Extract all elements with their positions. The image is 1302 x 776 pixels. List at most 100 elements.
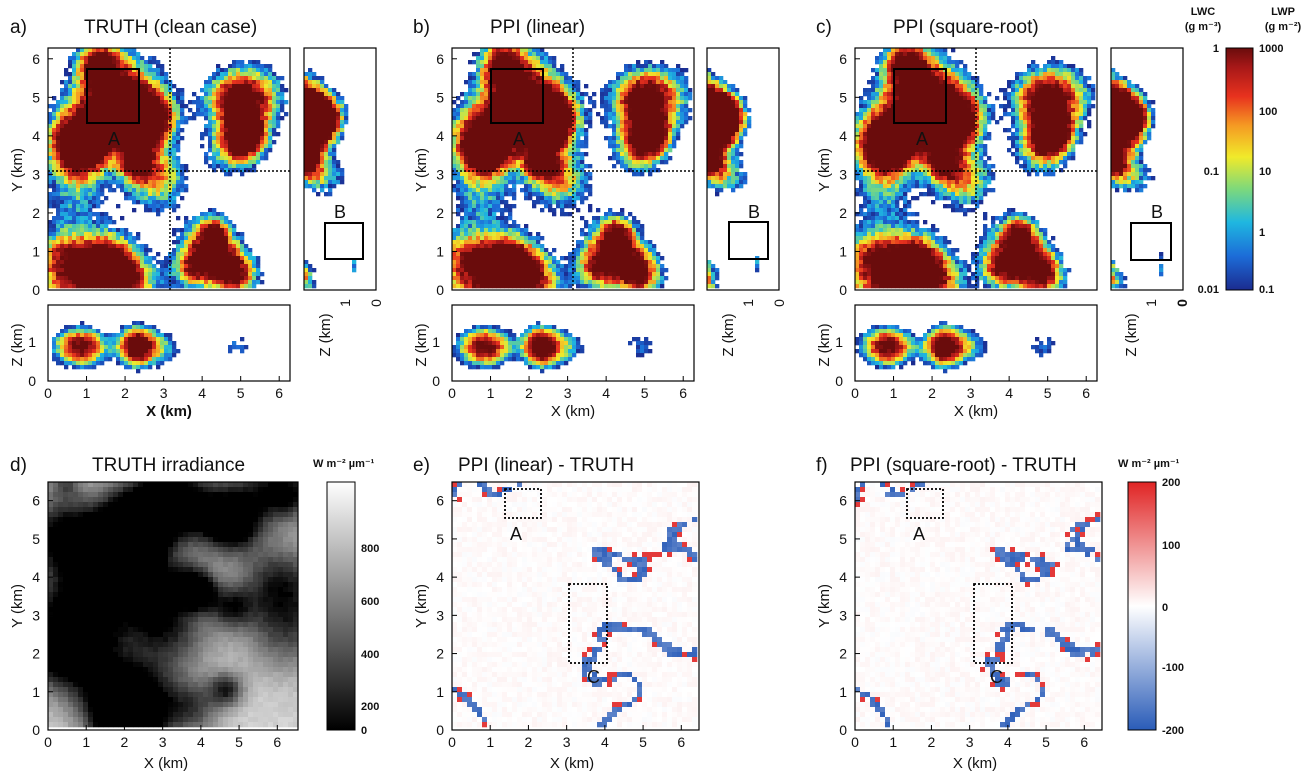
y-tick-d: 1	[32, 684, 40, 700]
x-tick-f: 5	[1042, 734, 1050, 750]
y-tick-e: 1	[436, 684, 444, 700]
x-tick-b-xz: 5	[641, 385, 649, 401]
y-tick-e: 3	[436, 607, 444, 623]
x-tick-a-xz: 0	[44, 385, 52, 401]
y-tick-a: 4	[32, 128, 40, 144]
yz-tick-0: 0	[368, 299, 384, 307]
y-tick-f: 1	[839, 684, 847, 700]
x-tick-e: 5	[639, 734, 647, 750]
panel-a-yz-map	[304, 68, 357, 289]
x-tick-c-xz: 0	[851, 385, 859, 401]
x-tick-d: 2	[121, 734, 129, 750]
y-tick-d: 0	[32, 722, 40, 738]
x-tick-a-xz: 6	[275, 385, 283, 401]
y-tick-f: 5	[839, 531, 847, 547]
box-b-label: B	[334, 202, 346, 222]
panel-e-map	[452, 482, 698, 728]
x-tick-e: 6	[677, 734, 685, 750]
x-tick-a-xz: 2	[121, 385, 129, 401]
y-tick-e: 2	[436, 646, 444, 662]
x-tick-c-xz: 5	[1044, 385, 1052, 401]
y-tick-b: 6	[436, 51, 444, 67]
panel-b-xz-map	[452, 321, 653, 374]
svg-text:0: 0	[28, 373, 36, 389]
y-tick-e: 0	[436, 722, 444, 738]
y-tick-e: 6	[436, 493, 444, 509]
x-tick-b-xz: 4	[602, 385, 610, 401]
x-tick-d: 0	[44, 734, 52, 750]
x-tick-f: 4	[1004, 734, 1012, 750]
x-tick-e: 3	[563, 734, 571, 750]
y-tick-c: 0	[839, 282, 847, 298]
y-tick-e: 4	[436, 569, 444, 585]
x-tick-d: 5	[235, 734, 243, 750]
x-tick-e: 1	[486, 734, 494, 750]
difference-colorbar-bar	[1127, 481, 1157, 731]
y-tick-b: 4	[436, 128, 444, 144]
y-tick-c: 1	[839, 243, 847, 259]
panel-b-letter: b)	[413, 17, 430, 38]
panel-f: f) PPI (square-root) - TRUTH A C 0123456…	[816, 455, 1184, 772]
x-tick-c-xz: 2	[928, 385, 936, 401]
panel-a-xlabel: X (km)	[146, 403, 192, 420]
panel-b-xy-map	[452, 48, 693, 289]
y-tick-f: 4	[839, 569, 847, 585]
panel-d-map	[48, 482, 299, 728]
panel-c-title: PPI (square-root)	[893, 17, 1039, 38]
panel-c-xz-map	[855, 321, 1056, 374]
lw-colorbar-bar	[1225, 47, 1254, 291]
y-tick-a: 2	[32, 205, 40, 221]
y-tick-d: 4	[32, 569, 40, 585]
x-tick-a-xz: 1	[83, 385, 91, 401]
x-tick-b-xz: 2	[525, 385, 533, 401]
y-tick-b: 5	[436, 89, 444, 105]
y-tick-a: 1	[32, 243, 40, 259]
y-tick-b: 3	[436, 166, 444, 182]
y-tick-b: 2	[436, 205, 444, 221]
panel-c-yz-map	[1111, 68, 1164, 289]
panel-a-title: TRUTH (clean case)	[84, 17, 257, 38]
irradiance-colorbar-bar	[326, 481, 356, 731]
y-tick-b: 1	[436, 243, 444, 259]
box-a-label: A	[108, 129, 120, 149]
y-tick-a: 0	[32, 282, 40, 298]
x-tick-c-xz: 4	[1005, 385, 1013, 401]
yz-tick-1: 1	[337, 299, 353, 307]
y-tick-c: 3	[839, 166, 847, 182]
y-tick-a: 6	[32, 51, 40, 67]
x-tick-d: 4	[197, 734, 205, 750]
y-tick-c: 4	[839, 128, 847, 144]
x-tick-c-xz: 6	[1082, 385, 1090, 401]
y-tick-d: 2	[32, 646, 40, 662]
svg-text:Z (km): Z (km)	[9, 323, 26, 366]
panel-a: a) TRUTH (clean case) A 0 1 2 3 4 5 6 Y (km) B…	[9, 17, 384, 420]
x-tick-f: 1	[889, 734, 897, 750]
panel-c-xy-map	[855, 48, 1096, 289]
panel-b-yz-map	[707, 68, 760, 289]
panel-f-map	[855, 482, 1101, 728]
y-tick-c: 5	[839, 89, 847, 105]
y-tick-a: 5	[32, 89, 40, 105]
x-tick-e: 2	[525, 734, 533, 750]
panel-a-ylabel: Y (km)	[9, 148, 26, 192]
panel-b-title: PPI (linear)	[490, 17, 585, 38]
y-tick-f: 2	[839, 646, 847, 662]
x-tick-f: 6	[1080, 734, 1088, 750]
y-tick-b: 0	[436, 282, 444, 298]
y-tick-c: 2	[839, 205, 847, 221]
y-tick-e: 5	[436, 531, 444, 547]
x-tick-b-xz: 0	[448, 385, 456, 401]
x-tick-b-xz: 3	[564, 385, 572, 401]
panel-a-zlabel: Z (km)	[317, 313, 334, 356]
panel-a-xy-map	[48, 48, 289, 289]
x-tick-c-xz: 1	[890, 385, 898, 401]
x-tick-f: 2	[928, 734, 936, 750]
x-tick-d: 1	[82, 734, 90, 750]
x-tick-e: 4	[601, 734, 609, 750]
y-tick-d: 5	[32, 531, 40, 547]
y-tick-f: 3	[839, 607, 847, 623]
x-tick-f: 0	[851, 734, 859, 750]
